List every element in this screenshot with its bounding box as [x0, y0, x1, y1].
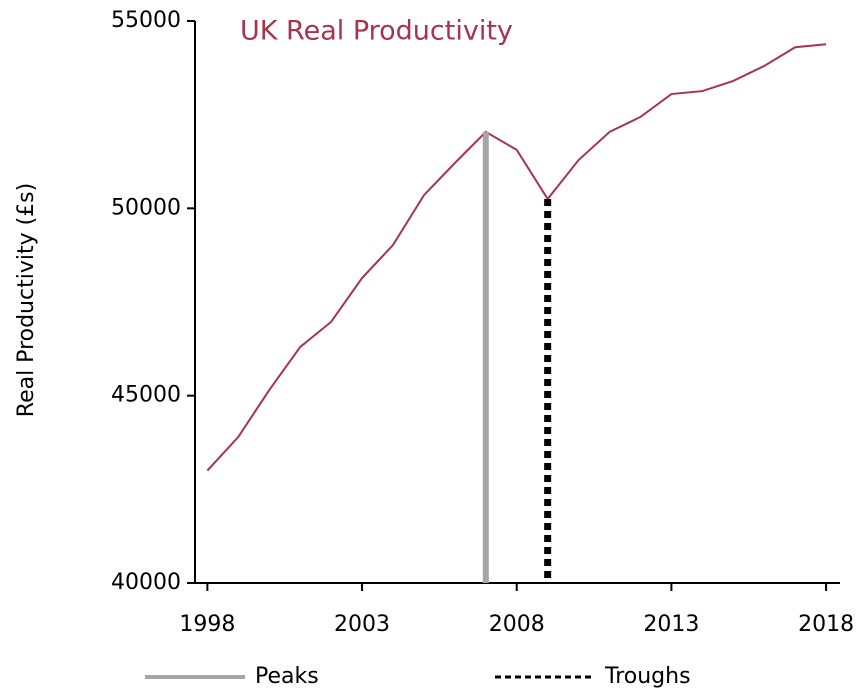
y-tick-label: 55000	[111, 8, 181, 33]
y-tick-label: 45000	[111, 383, 181, 408]
x-tick-label: 1998	[179, 612, 235, 637]
legend-label: Peaks	[255, 664, 319, 689]
x-tick-label: 2008	[489, 612, 545, 637]
y-tick-label: 40000	[111, 570, 181, 595]
y-tick-label: 50000	[111, 195, 181, 220]
data-line	[206, 43, 827, 472]
x-tick-label: 2018	[798, 612, 854, 637]
chart-title: UK Real Productivity	[240, 16, 513, 47]
legend-label: Troughs	[604, 664, 691, 689]
x-tick-label: 2003	[334, 612, 390, 637]
y-axis-label: Real Productivity (£s)	[14, 183, 39, 417]
x-tick-label: 2013	[643, 612, 699, 637]
